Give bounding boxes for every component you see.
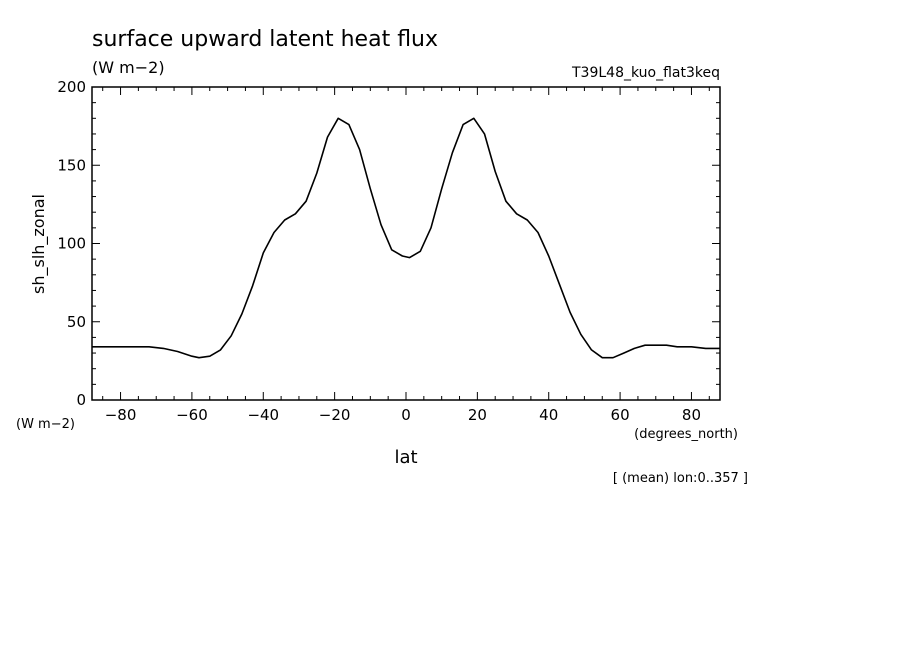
x-tick-label: −80 [105, 406, 137, 424]
x-tick-label: −60 [176, 406, 208, 424]
x-tick-label: −20 [319, 406, 351, 424]
y-units-label: (W m−2) [16, 417, 75, 432]
x-units-label: (degrees_north) [634, 427, 738, 442]
x-tick-label: 20 [468, 406, 487, 424]
chart-title: surface upward latent heat flux [92, 27, 438, 52]
y-tick-label: 100 [57, 235, 86, 253]
y-tick-label: 150 [57, 156, 86, 174]
y-tick-label: 0 [76, 391, 86, 409]
series-line [92, 117, 720, 359]
x-tick-label: 0 [401, 406, 411, 424]
x-tick-label: 80 [682, 406, 701, 424]
tick-labels: −80 −60 −40 −20 0 20 40 60 80 0 50 100 150 200 [57, 78, 701, 424]
x-tick-label: 60 [611, 406, 630, 424]
plot-frame [91, 86, 721, 401]
y-tick-label: 50 [67, 313, 86, 331]
averaging-note: [ (mean) lon:0..357 ] [613, 471, 748, 486]
x-tick-label: 40 [539, 406, 558, 424]
y-axis-label: sh_slh_zonal [29, 194, 49, 294]
y-tick-label: 200 [57, 78, 86, 96]
x-tick-label: −40 [247, 406, 279, 424]
x-axis-label: lat [394, 447, 417, 468]
dataset-label: T39L48_kuo_flat3keq [571, 65, 720, 81]
title-units: (W m−2) [92, 58, 165, 77]
